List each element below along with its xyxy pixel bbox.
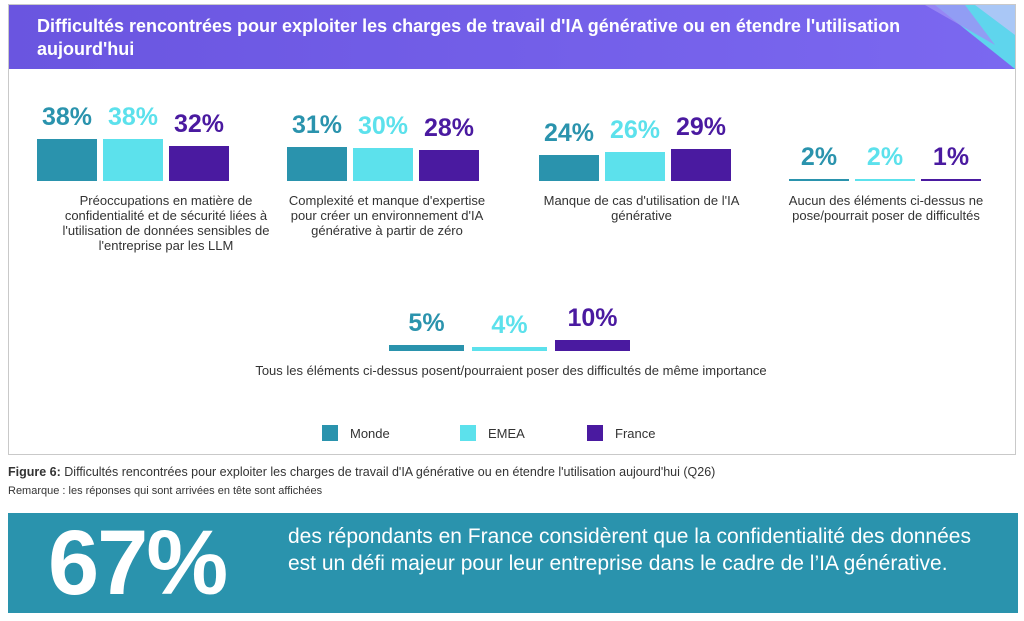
figure-caption: Figure 6: Difficultés rencontrées pour e… <box>8 465 715 479</box>
value-label-france-1: 32% <box>173 110 225 138</box>
value-label-emea-2: 30% <box>357 112 409 140</box>
chart-header: Difficultés rencontrées pour exploiter l… <box>9 5 1015 69</box>
category-label-1: Préoccupations en matière de confidentia… <box>62 193 270 253</box>
bar-group-3: 24% 26% 29% Manque de cas d'utilisation de … <box>539 5 739 405</box>
bar-emea-2 <box>353 148 413 181</box>
bar-group-1: 38% 38% 32% Préoccupations en matière de co… <box>37 5 270 405</box>
value-label-emea-3: 26% <box>609 116 661 144</box>
bar-emea-3 <box>605 152 665 181</box>
bar-france-1 <box>169 146 229 181</box>
corner-decoration <box>925 5 1015 69</box>
bar-group-4: 2% 2% 1% Aucun des éléments ci-dessus ne po… <box>789 5 983 405</box>
value-label-monde-2: 31% <box>291 111 343 139</box>
legend-swatch-monde <box>322 425 338 441</box>
value-label-emea-1: 38% <box>107 103 159 131</box>
value-label-monde-4: 2% <box>800 143 838 171</box>
value-label-monde-3: 24% <box>543 119 595 147</box>
bar-monde-3 <box>539 155 599 181</box>
bar-group-2: 31% 30% 28% Complexité et manque d'expertis… <box>287 5 485 405</box>
chart-panel: Difficultés rencontrées pour exploiter l… <box>8 4 1016 455</box>
legend-swatch-emea <box>460 425 476 441</box>
bar-monde-1 <box>37 139 97 181</box>
bar-emea-4 <box>855 179 915 181</box>
bar-group-5: 5% 4% 10% Tous les éléments ci-dessus posen… <box>255 5 766 405</box>
bar-monde-5 <box>389 345 464 351</box>
stat-callout: 67% des répondants en France considèrent… <box>8 512 1018 614</box>
value-label-france-2: 28% <box>423 114 475 142</box>
bar-emea-1 <box>103 139 163 181</box>
value-label-emea-4: 2% <box>866 143 904 171</box>
chart-title: Difficultés rencontrées pour exploiter l… <box>37 16 901 59</box>
legend-label-emea: EMEA <box>488 425 525 441</box>
category-label-4: Aucun des éléments ci-dessus ne pose/pou… <box>788 193 984 223</box>
category-label-3: Manque de cas d'utilisation de l'IA géné… <box>543 193 740 223</box>
value-label-emea-5: 4% <box>491 311 528 339</box>
legend-item-france: France <box>587 423 655 443</box>
legend-item-emea: EMEA <box>460 423 525 443</box>
figure-label: Figure 6: <box>8 465 61 479</box>
value-label-france-5: 10% <box>567 304 618 332</box>
bar-france-3 <box>671 149 731 181</box>
bar-france-2 <box>419 150 479 181</box>
chart-legend: Monde EMEA France <box>9 423 1015 443</box>
callout-big-number: 67% <box>48 512 228 614</box>
category-label-2: Complexité et manque d'expertise pour cr… <box>288 193 486 238</box>
legend-item-monde: Monde <box>322 423 390 443</box>
bar-monde-2 <box>287 147 347 181</box>
legend-label-france: France <box>615 425 656 441</box>
callout-text: des répondants en France considèrent que… <box>288 525 971 575</box>
bar-emea-5 <box>472 347 547 351</box>
value-label-france-3: 29% <box>675 113 727 141</box>
figure-note: Remarque : les réponses qui sont arrivée… <box>8 485 323 497</box>
category-label-5: Tous les éléments ci-dessus posent/pourr… <box>255 363 767 378</box>
value-label-monde-1: 38% <box>41 103 93 131</box>
value-label-france-4: 1% <box>932 143 970 171</box>
legend-label-monde: Monde <box>350 425 390 441</box>
legend-swatch-france <box>587 425 603 441</box>
bar-france-4 <box>921 179 981 181</box>
value-label-monde-5: 5% <box>408 309 445 337</box>
bar-france-5 <box>555 340 630 351</box>
bar-monde-4 <box>789 179 849 181</box>
figure-caption-text: Difficultés rencontrées pour exploiter l… <box>60 465 716 479</box>
